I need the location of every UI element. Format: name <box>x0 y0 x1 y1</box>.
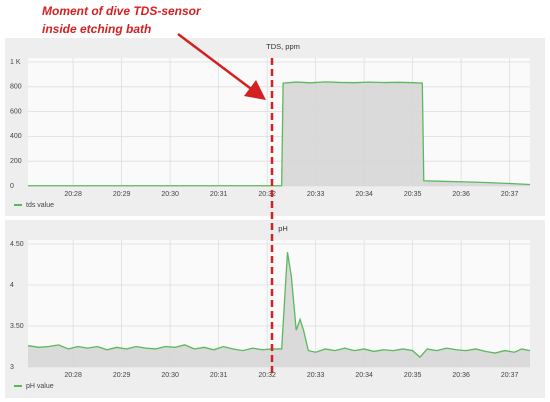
legend-label: pH value <box>26 383 54 390</box>
x-tick-label: 20:35 <box>404 372 422 379</box>
chart-title: pH <box>278 224 288 233</box>
area-fill <box>28 252 530 367</box>
x-tick-label: 20:33 <box>307 372 325 379</box>
y-tick-label: 800 <box>10 84 22 91</box>
line <box>28 81 531 187</box>
x-tick-label: 20:32 <box>258 191 276 198</box>
x-tick-label: 20:37 <box>501 191 519 198</box>
area-fill <box>28 81 530 186</box>
plot-area <box>28 240 530 367</box>
y-tick-label: 0 <box>10 183 14 190</box>
y-tick-label: 3.50 <box>10 323 24 330</box>
y-tick-label: 600 <box>10 108 22 115</box>
x-tick-label: 20:34 <box>355 191 373 198</box>
arrow <box>177 33 266 100</box>
x-tick-label: 20:32 <box>258 372 276 379</box>
y-tick-label: 1 K <box>10 59 21 66</box>
x-tick-label: 20:29 <box>113 191 131 198</box>
y-tick-label: 200 <box>10 158 22 165</box>
x-tick-label: 20:29 <box>113 372 131 379</box>
x-tick-label: 20:31 <box>210 372 228 379</box>
x-tick-label: 20:31 <box>210 191 228 198</box>
x-tick-label: 20:28 <box>64 191 82 198</box>
y-tick-label: 4.50 <box>10 241 24 248</box>
x-tick-label: 20:36 <box>452 191 470 198</box>
chart-title: TDS, ppm <box>266 42 300 51</box>
y-tick-label: 3 <box>10 364 14 371</box>
plot-area <box>28 58 530 186</box>
x-tick-label: 20:30 <box>161 191 179 198</box>
x-tick-label: 20:35 <box>404 191 422 198</box>
annotation: Moment of dive TDS-sensor <box>42 4 202 18</box>
x-tick-label: 20:37 <box>501 372 519 379</box>
legend-label: tds value <box>26 202 54 209</box>
x-tick-label: 20:28 <box>64 372 82 379</box>
x-tick-label: 20:30 <box>161 372 179 379</box>
annotation: inside etching bath <box>42 22 151 36</box>
line <box>27 252 531 359</box>
y-tick-label: 4 <box>10 282 14 289</box>
x-tick-label: 20:34 <box>355 372 373 379</box>
x-tick-label: 20:36 <box>452 372 470 379</box>
x-tick-label: 20:33 <box>307 191 325 198</box>
y-tick-label: 400 <box>10 133 22 140</box>
